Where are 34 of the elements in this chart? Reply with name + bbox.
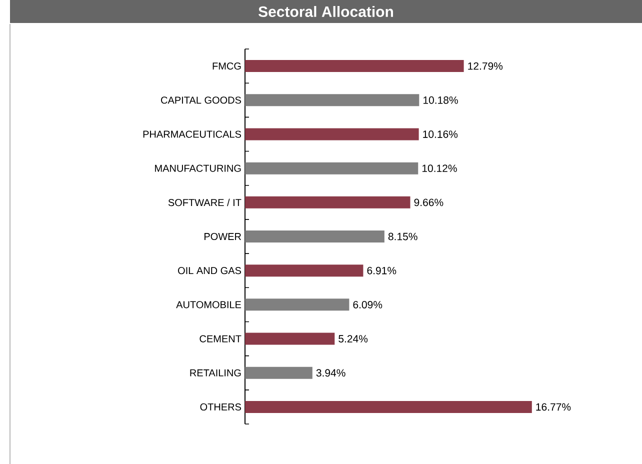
data-label: 5.24% [338, 335, 368, 342]
bar [245, 298, 350, 311]
bar [245, 400, 532, 413]
y-tick-label: FMCG [212, 62, 241, 70]
y-tick-label: OIL AND GAS [178, 267, 242, 274]
y-tick-label: MANUFACTURING [155, 164, 241, 172]
data-label: 6.91% [367, 266, 396, 274]
data-label: 10.18% [423, 96, 458, 104]
bar [245, 366, 312, 379]
y-tick-label: CEMENT [200, 335, 242, 342]
data-label: 9.66% [414, 198, 444, 206]
data-label: 12.79% [468, 62, 503, 70]
y-tick-label: OTHERS [200, 403, 242, 410]
y-tick-label: RETAILING [190, 369, 241, 376]
bar [245, 264, 364, 277]
data-label: 8.15% [388, 232, 418, 240]
y-tick-label: PHARMACEUTICALS [143, 130, 241, 138]
bar [245, 94, 420, 106]
data-label: 16.77% [536, 403, 571, 411]
chart-title: Sectoral Allocation [258, 6, 393, 17]
data-label: 10.16% [423, 130, 458, 138]
y-tick-label: CAPITAL GOODS [161, 96, 242, 104]
y-tick-label: SOFTWARE / IT [168, 198, 242, 206]
y-tick-label: POWER [204, 232, 242, 240]
data-label: 3.94% [316, 369, 346, 377]
bar [245, 128, 419, 140]
data-label: 10.12% [422, 164, 457, 172]
bar [245, 60, 464, 72]
bar [245, 196, 410, 208]
data-label: 6.09% [353, 300, 382, 308]
y-tick-label: AUTOMOBILE [176, 301, 242, 308]
bar [245, 230, 384, 242]
bar [245, 162, 418, 174]
bar [245, 332, 335, 345]
